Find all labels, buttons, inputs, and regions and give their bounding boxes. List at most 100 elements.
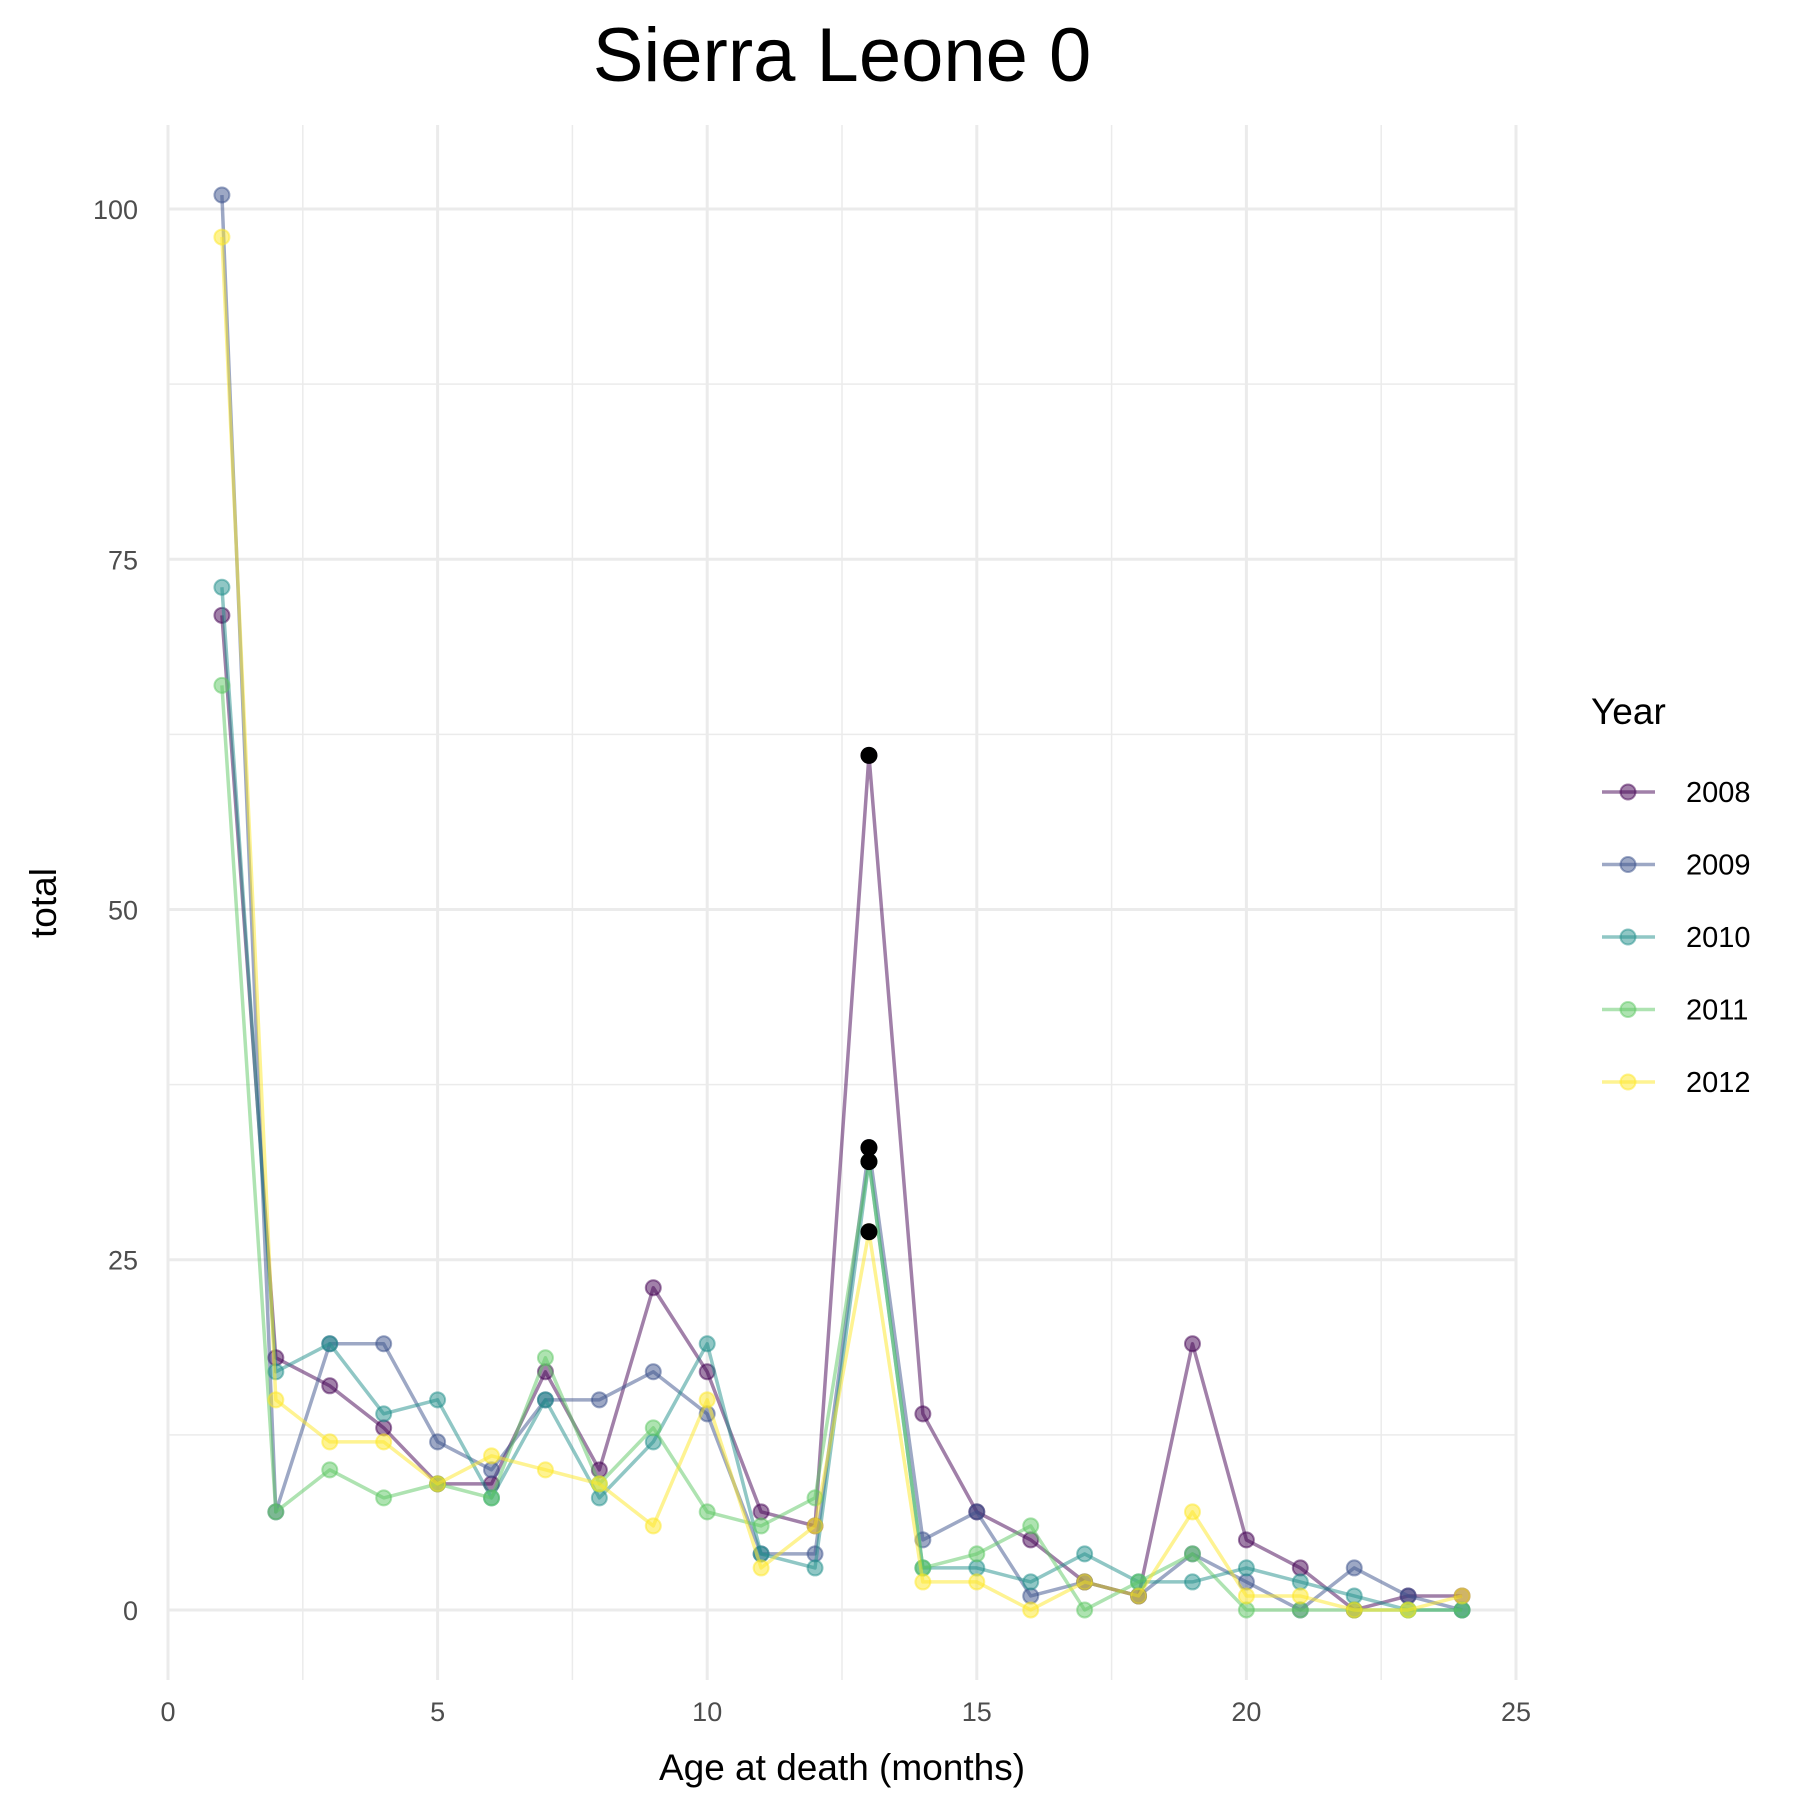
data-point-2008: [1183, 1335, 1201, 1353]
y-tick-labels: 0 25 50 75 100: [93, 195, 138, 1626]
data-point-2012: [644, 1517, 662, 1535]
data-point-2012: [1237, 1587, 1255, 1605]
data-point-2012: [321, 1433, 339, 1451]
data-point-2011: [1076, 1601, 1094, 1619]
x-tick-label: 5: [430, 1697, 445, 1727]
legend-label: 2010: [1686, 922, 1751, 954]
data-point-2010: [213, 578, 231, 596]
series-line-2009: [220, 194, 1463, 1612]
data-point-2011: [375, 1489, 393, 1507]
data-point-2012: [1453, 1587, 1471, 1605]
data-point-2011: [213, 676, 231, 694]
data-point-2009: [968, 1503, 986, 1521]
legend-item-2009: 2009: [1602, 850, 1751, 882]
data-point-2010: [590, 1489, 608, 1507]
legend-label: 2009: [1686, 850, 1751, 882]
series-line-2012: [220, 236, 1463, 1612]
data-point-2011: [1453, 1601, 1471, 1619]
data-point-2010: [1022, 1573, 1040, 1591]
data-point-2009: [483, 1461, 501, 1479]
data-point-2008: [1291, 1559, 1309, 1577]
legend-label: 2012: [1686, 1067, 1751, 1099]
series-line-2011: [220, 685, 1463, 1612]
data-point-2011: [321, 1461, 339, 1479]
data-point-2009: [590, 1391, 608, 1409]
legend-swatch: [1619, 928, 1637, 946]
data-point-2011: [1022, 1517, 1040, 1535]
data-point-2012: [698, 1391, 716, 1409]
data-point-2012: [1022, 1601, 1040, 1619]
grid-minor: [168, 125, 1516, 1680]
data-point-2011: [698, 1503, 716, 1521]
data-point-2012: [968, 1573, 986, 1591]
data-point-2010: [1237, 1559, 1255, 1577]
data-point-2011: [968, 1545, 986, 1563]
legend-item-2012: 2012: [1602, 1067, 1751, 1099]
data-point-2011: [644, 1419, 662, 1437]
data-point-2012: [1345, 1601, 1363, 1619]
highlight-point: [860, 1139, 878, 1157]
series-2012: [213, 228, 1471, 1619]
grid-major: [166, 125, 1518, 1680]
data-point-2012: [590, 1475, 608, 1493]
data-point-2009: [375, 1335, 393, 1353]
data-point-2009: [1022, 1587, 1040, 1605]
data-point-2011: [1183, 1545, 1201, 1563]
data-point-2010: [429, 1391, 447, 1409]
data-point-2012: [1291, 1587, 1309, 1605]
data-point-2008: [752, 1503, 770, 1521]
data-point-2012: [429, 1475, 447, 1493]
data-point-2011: [1291, 1601, 1309, 1619]
data-point-2012: [1130, 1587, 1148, 1605]
data-point-2011: [1237, 1601, 1255, 1619]
x-tick-label: 25: [1501, 1697, 1531, 1727]
y-axis-title: total: [23, 868, 64, 938]
data-point-2009: [1399, 1587, 1417, 1605]
data-point-2010: [806, 1559, 824, 1577]
data-point-2012: [536, 1461, 554, 1479]
data-point-2010: [1345, 1587, 1363, 1605]
data-point-2008: [914, 1405, 932, 1423]
data-point-2012: [752, 1559, 770, 1577]
x-tick-label: 0: [160, 1697, 175, 1727]
highlight-point: [860, 1153, 878, 1171]
legend-swatch: [1619, 1073, 1637, 1091]
data-point-2009: [213, 186, 231, 204]
legend-swatch: [1619, 856, 1637, 873]
legend-item-2011: 2011: [1602, 995, 1748, 1027]
data-point-2008: [375, 1419, 393, 1437]
data-point-2010: [698, 1335, 716, 1353]
x-tick-labels: 0 5 10 15 20 25: [160, 1697, 1531, 1727]
legend-title: Year: [1591, 691, 1666, 732]
y-tick-label: 50: [108, 896, 138, 926]
data-point-2008: [644, 1279, 662, 1297]
data-point-2010: [1076, 1545, 1094, 1563]
data-point-2010: [968, 1559, 986, 1577]
legend-label: 2008: [1686, 777, 1751, 809]
data-point-2011: [483, 1489, 501, 1507]
y-tick-label: 25: [108, 1246, 138, 1276]
x-tick-label: 10: [692, 1697, 722, 1727]
highlight-layer: [860, 746, 878, 1241]
data-point-2008: [321, 1377, 339, 1395]
data-point-2012: [213, 228, 231, 246]
x-tick-label: 20: [1231, 1697, 1261, 1727]
data-point-2012: [914, 1573, 932, 1591]
data-point-2009: [429, 1433, 447, 1451]
y-tick-label: 75: [108, 545, 138, 575]
legend-item-2008: 2008: [1602, 777, 1751, 809]
legend-swatch: [1619, 1001, 1637, 1018]
x-axis-title: Age at death (months): [659, 1747, 1025, 1788]
data-point-2010: [1183, 1573, 1201, 1591]
data-point-2012: [1399, 1601, 1417, 1619]
y-tick-label: 100: [93, 195, 138, 225]
data-point-2011: [267, 1503, 285, 1521]
data-point-2010: [375, 1405, 393, 1423]
data-point-2012: [267, 1391, 285, 1409]
chart-title: Sierra Leone 0: [593, 13, 1092, 98]
data-point-2011: [536, 1349, 554, 1367]
data-point-2009: [1345, 1559, 1363, 1577]
data-point-2009: [644, 1363, 662, 1381]
data-point-2012: [483, 1447, 501, 1465]
